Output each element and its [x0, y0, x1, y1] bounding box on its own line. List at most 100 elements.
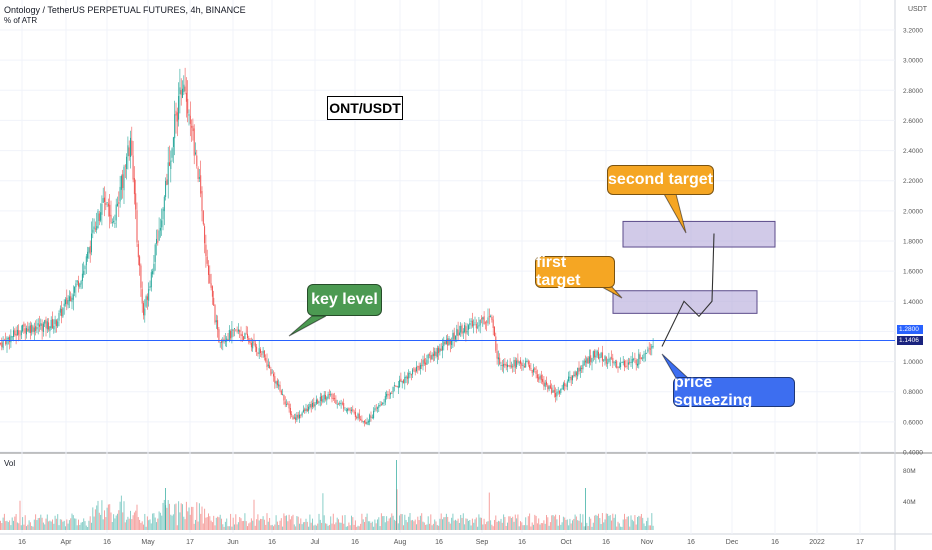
volume-bar	[237, 522, 239, 530]
candle-body	[252, 341, 254, 349]
candle-body	[330, 394, 332, 396]
candle-body	[640, 357, 642, 359]
volume-bar	[180, 503, 182, 530]
candle-body	[283, 394, 285, 401]
volume-bar	[568, 525, 570, 530]
volume-bar	[192, 506, 194, 530]
candle-body	[328, 394, 330, 395]
projection-path	[661, 233, 715, 347]
candle-body	[469, 322, 471, 326]
candle-body	[486, 321, 488, 323]
candle-body	[540, 375, 542, 381]
candle-body	[455, 336, 456, 340]
candle-body	[231, 328, 233, 338]
candle-body	[456, 328, 458, 336]
candle-body	[222, 339, 224, 343]
volume-bar	[469, 520, 471, 530]
candle-body	[317, 399, 319, 404]
candle-body	[403, 380, 404, 383]
candle-body	[101, 203, 103, 215]
volume-bar	[301, 524, 303, 530]
candle-body	[416, 366, 417, 372]
chart-title: Ontology / TetherUS PERPETUAL FUTURES, 4…	[4, 5, 246, 15]
candle-body	[504, 363, 506, 366]
candle-body	[92, 229, 94, 233]
candle-body	[529, 365, 531, 369]
volume-bar	[461, 517, 463, 530]
volume-bar	[232, 517, 234, 530]
candle-body	[475, 324, 477, 329]
candle-body	[468, 325, 469, 330]
volume-bar	[92, 507, 94, 530]
volume-bar	[507, 522, 508, 530]
volume-bar	[598, 513, 599, 530]
volume-bar	[380, 513, 382, 530]
volume-bar	[627, 516, 629, 530]
volume-bar	[62, 521, 64, 530]
volume-bar	[613, 517, 615, 530]
volume-bar	[304, 521, 306, 530]
candle-body	[55, 320, 57, 326]
candle-body	[578, 367, 580, 372]
volume-bar	[126, 519, 128, 530]
volume-bar	[637, 517, 638, 530]
candle-body	[427, 354, 429, 359]
volume-bar	[356, 526, 358, 530]
volume-bar	[414, 519, 416, 530]
candle-body	[458, 332, 460, 336]
volume-bar	[521, 522, 523, 530]
candle-body	[241, 334, 243, 337]
volume-bar	[639, 516, 641, 530]
candle-body	[42, 323, 44, 332]
candle-body	[280, 390, 282, 395]
volume-bar	[222, 524, 224, 530]
candle-body	[497, 357, 499, 360]
candle-body	[521, 363, 523, 366]
volume-bar	[481, 517, 482, 530]
candle-body	[81, 273, 83, 281]
volume-bar	[161, 515, 163, 530]
candle-body	[352, 409, 354, 411]
volume-bar	[169, 503, 170, 530]
candle-body	[282, 394, 284, 396]
volume-bar	[413, 521, 415, 530]
volume-bar	[45, 518, 47, 530]
candle-body	[250, 343, 252, 348]
candle-body	[28, 326, 30, 333]
volume-bar	[360, 523, 362, 530]
volume-bar	[176, 525, 178, 530]
volume-bar	[26, 526, 27, 530]
candle-body	[465, 326, 467, 334]
volume-bar	[15, 514, 17, 530]
volume-bar	[217, 516, 219, 530]
candle-body	[443, 341, 445, 347]
candle-body	[140, 265, 142, 288]
candle-body	[78, 281, 79, 287]
x-tick-label: 17	[186, 539, 194, 546]
volume-bar	[137, 517, 139, 530]
candle-body	[643, 353, 645, 359]
candle-body	[23, 323, 25, 327]
candle-body	[351, 409, 352, 411]
candle-body	[574, 371, 576, 377]
volume-bar	[620, 526, 622, 530]
candle-body	[122, 174, 124, 188]
candle-body	[32, 326, 34, 332]
candle-body	[561, 388, 563, 390]
candle-body	[374, 408, 376, 411]
candle-body	[366, 421, 368, 425]
volume-bar	[204, 508, 206, 530]
x-tick-label: Aug	[394, 539, 407, 546]
candle-body	[301, 412, 303, 416]
candle-body	[651, 345, 653, 349]
volume-bar	[271, 524, 273, 530]
volume-bar	[464, 524, 466, 530]
volume-bar	[280, 518, 282, 530]
volume-bar	[275, 515, 277, 530]
candle-body	[267, 364, 269, 367]
volume-bar	[530, 526, 532, 530]
candle-body	[136, 210, 138, 243]
candle-body	[245, 333, 247, 335]
candle-body	[120, 176, 122, 190]
volume-bar	[494, 519, 495, 530]
